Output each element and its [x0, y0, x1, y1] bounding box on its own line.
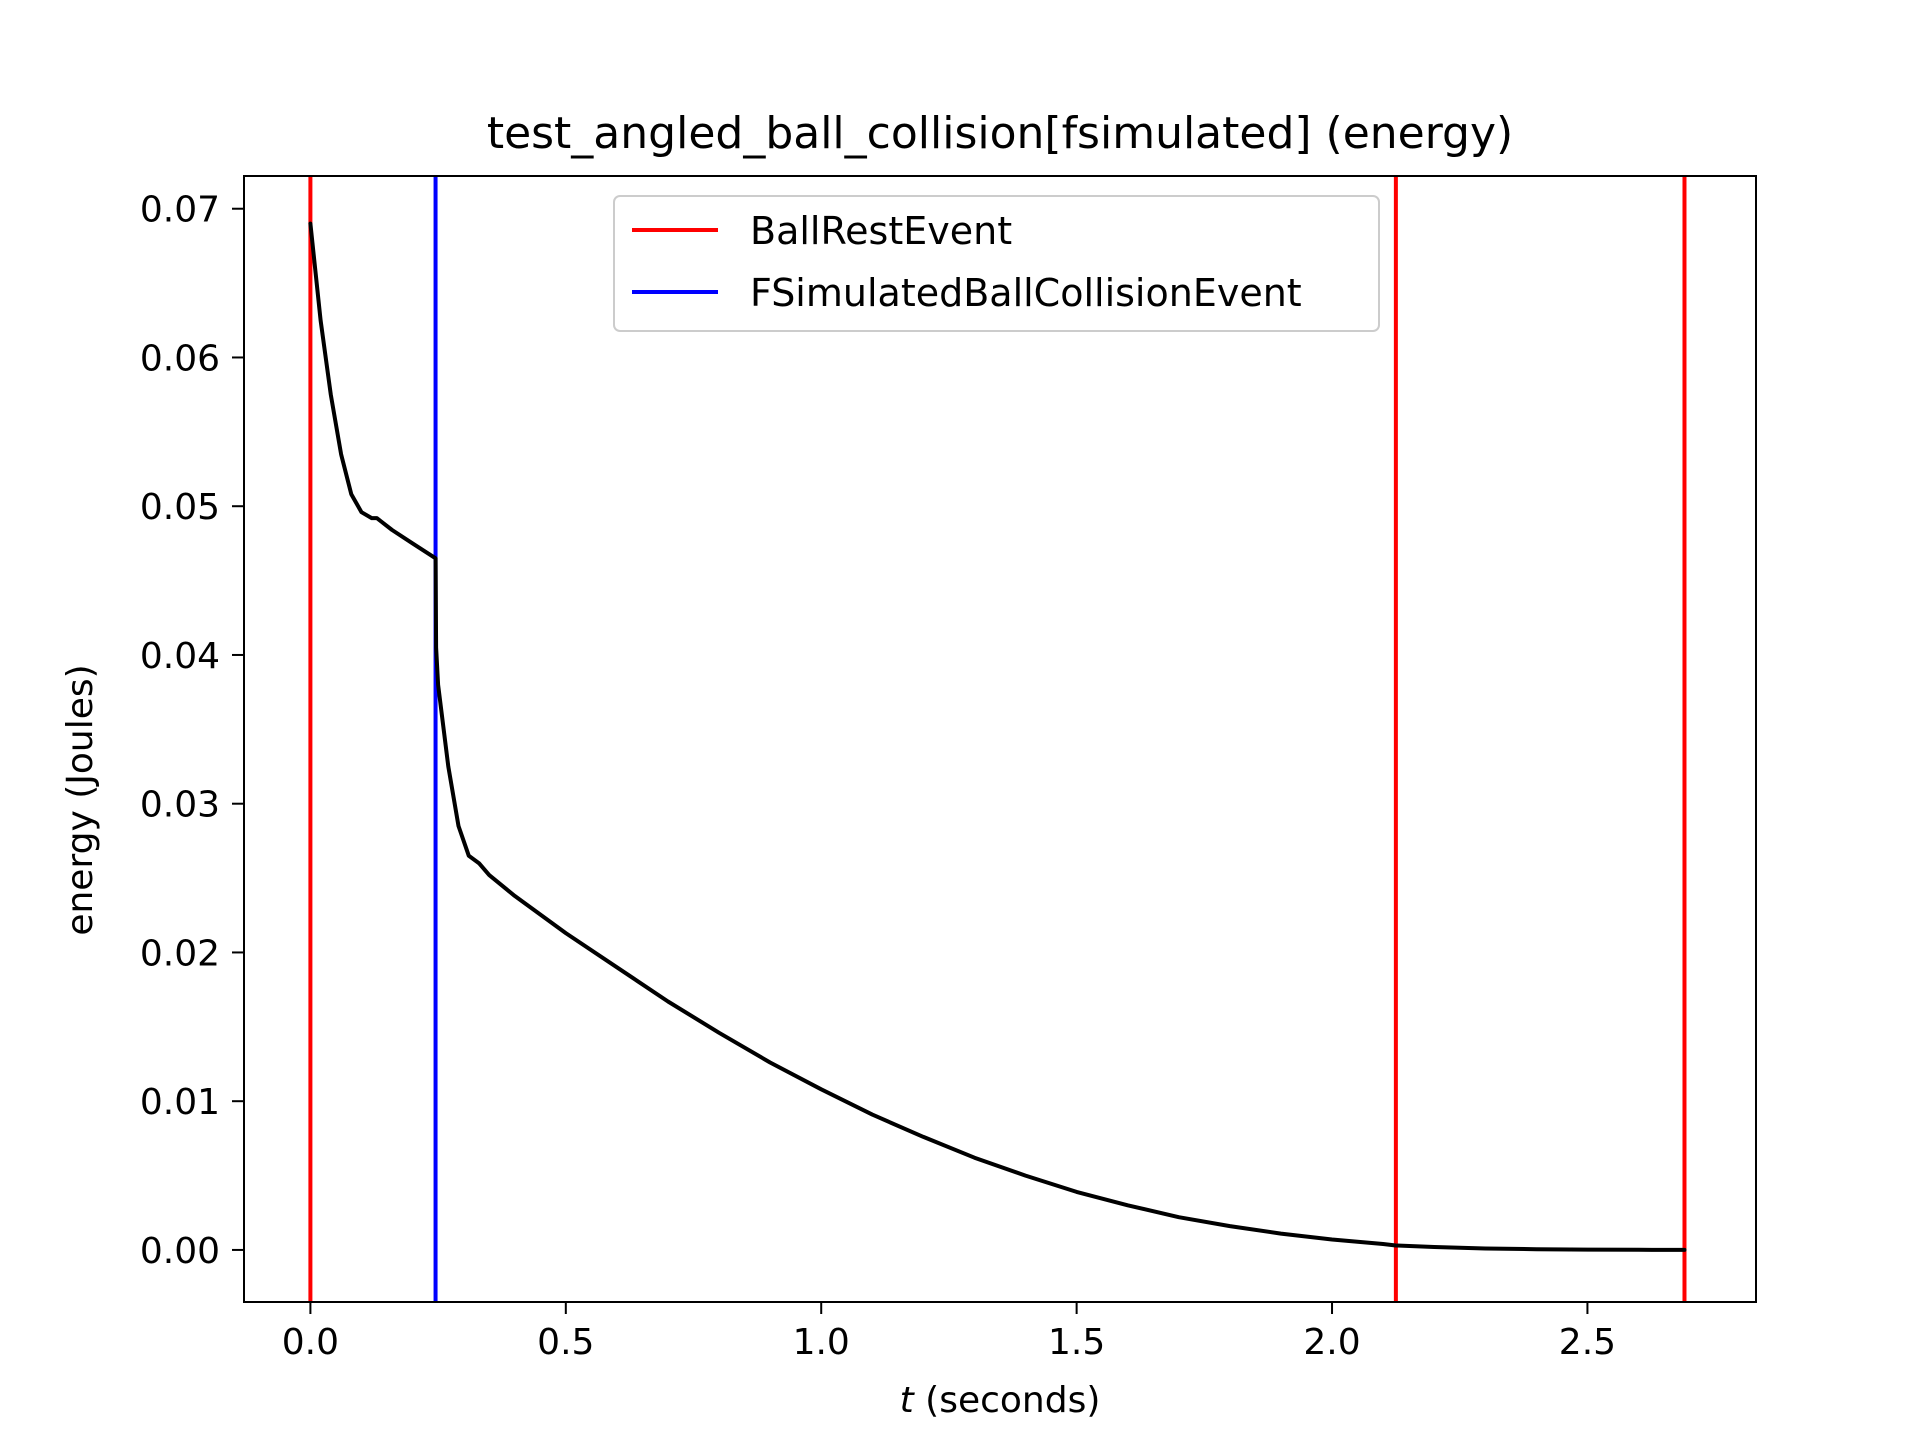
legend-frame [613, 195, 1380, 332]
x-tick-label: 0.0 [282, 1322, 339, 1363]
x-axis-label-unit: (seconds) [914, 1380, 1101, 1421]
y-tick-label: 0.01 [140, 1082, 220, 1123]
x-axis-label-variable: t [900, 1380, 916, 1421]
x-axis-ticks: 0.0 0.5 1.0 1.5 2.0 2.5 [282, 1302, 1616, 1363]
x-tick-label: 0.5 [537, 1322, 594, 1363]
x-tick-label: 2.5 [1559, 1322, 1616, 1363]
y-tick-label: 0.06 [140, 338, 220, 379]
energy-series-line [308, 221, 1687, 1252]
y-tick-label: 0.03 [140, 785, 220, 826]
y-tick-label: 0.02 [140, 933, 220, 974]
y-axis-ticks: 0.00 0.01 0.02 0.03 0.04 0.05 0.06 0.07 [140, 190, 244, 1272]
plot-area [243, 175, 1757, 1303]
chart-title: test_angled_ball_collision[fsimulated] (… [487, 108, 1513, 159]
x-tick-label: 2.0 [1303, 1322, 1360, 1363]
legend: BallRestEvent FSimulatedBallCollisionEve… [613, 195, 1380, 332]
y-tick-label: 0.00 [140, 1231, 220, 1272]
legend-label-ball-rest-event: BallRestEvent [750, 209, 1012, 253]
legend-label-fsimulated-ball-collision-event: FSimulatedBallCollisionEvent [750, 271, 1302, 315]
x-tick-label: 1.0 [793, 1322, 850, 1363]
y-tick-label: 0.07 [140, 190, 220, 231]
y-tick-label: 0.05 [140, 487, 220, 528]
x-axis-label: t (seconds) [900, 1380, 1101, 1421]
plot-frame [243, 175, 1757, 1303]
y-tick-label: 0.04 [140, 636, 220, 677]
y-axis-label: energy (Joules) [60, 664, 101, 935]
event-lines [308, 176, 1687, 1302]
x-tick-label: 1.5 [1048, 1322, 1105, 1363]
